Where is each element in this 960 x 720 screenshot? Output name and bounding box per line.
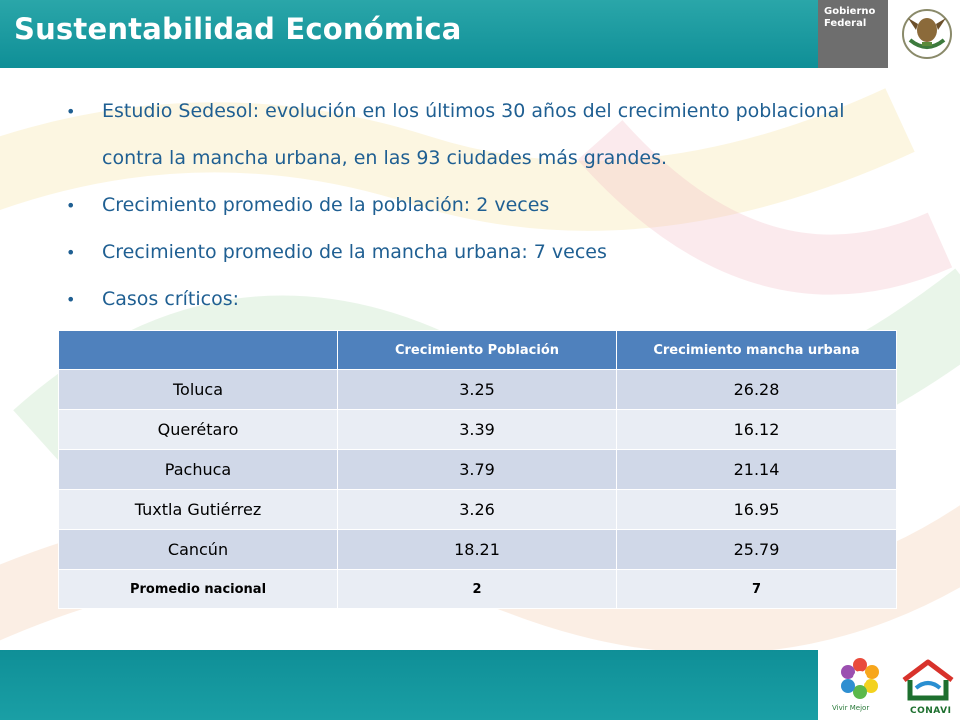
bullet-item: • Crecimiento promedio de la mancha urban… bbox=[58, 229, 908, 276]
population-cell: 3.25 bbox=[337, 369, 617, 410]
header-city bbox=[58, 330, 338, 370]
city-cell: Tuxtla Gutiérrez bbox=[58, 489, 338, 530]
urban-cell: 26.28 bbox=[616, 369, 897, 410]
bullet-list: • Estudio Sedesol: evolución en los últim… bbox=[58, 88, 908, 323]
gobierno-federal-text-box: Gobierno Federal bbox=[818, 0, 888, 68]
table-row: Querétaro 3.39 16.12 bbox=[58, 409, 897, 450]
title-bar: Sustentabilidad Económica Gobierno Feder… bbox=[0, 0, 960, 68]
gov-line-2: Federal bbox=[824, 18, 867, 29]
table-row: Cancún 18.21 25.79 bbox=[58, 529, 897, 570]
urban-cell: 16.95 bbox=[616, 489, 897, 530]
vivir-mejor-flower-icon bbox=[841, 658, 879, 699]
bullet-item: • Casos críticos: bbox=[58, 276, 908, 323]
urban-cell: 21.14 bbox=[616, 449, 897, 490]
population-cell: 3.26 bbox=[337, 489, 617, 530]
gov-line-1: Gobierno bbox=[824, 6, 876, 17]
bullet-text: Estudio Sedesol: evolución en los último… bbox=[102, 100, 845, 169]
bullet-dot-icon: • bbox=[66, 290, 76, 309]
critical-cases-table: Crecimiento Población Crecimiento mancha… bbox=[58, 330, 897, 609]
gobierno-federal-logo: Gobierno Federal bbox=[818, 0, 960, 68]
bullet-item: • Crecimiento promedio de la población: 2… bbox=[58, 182, 908, 229]
table-row: Tuxtla Gutiérrez 3.26 16.95 bbox=[58, 489, 897, 530]
table-row: Toluca 3.25 26.28 bbox=[58, 369, 897, 410]
header-population-growth: Crecimiento Población bbox=[337, 330, 617, 370]
city-cell: Querétaro bbox=[58, 409, 338, 450]
bullet-dot-icon: • bbox=[66, 243, 76, 262]
population-cell: 3.39 bbox=[337, 409, 617, 450]
city-cell: Cancún bbox=[58, 529, 338, 570]
urban-cell: 16.12 bbox=[616, 409, 897, 450]
conavi-house-icon bbox=[902, 659, 954, 701]
city-cell: Toluca bbox=[58, 369, 338, 410]
population-cell: 3.79 bbox=[337, 449, 617, 490]
bullet-text: Crecimiento promedio de la población: 2 … bbox=[102, 194, 550, 216]
header-urban-sprawl-growth: Crecimiento mancha urbana bbox=[616, 330, 897, 370]
population-cell: 18.21 bbox=[337, 529, 617, 570]
gobierno-federal-text: Gobierno Federal bbox=[824, 6, 875, 30]
footer-logos: Vivir Mejor CONAVI bbox=[818, 650, 960, 720]
bullet-text: Casos críticos: bbox=[102, 288, 240, 310]
page-title: Sustentabilidad Económica bbox=[14, 12, 462, 46]
bullet-item: • Estudio Sedesol: evolución en los últim… bbox=[58, 88, 908, 182]
bullet-dot-icon: • bbox=[66, 102, 76, 121]
eagle-emblem-icon bbox=[902, 9, 952, 59]
table-header-row: Crecimiento Población Crecimiento mancha… bbox=[58, 330, 897, 370]
city-cell: Pachuca bbox=[58, 449, 338, 490]
footer-bar bbox=[0, 650, 960, 720]
vivir-mejor-label: Vivir Mejor bbox=[832, 704, 870, 712]
total-population-cell: 2 bbox=[337, 569, 617, 609]
critical-cases-table-wrapper: Crecimiento Población Crecimiento mancha… bbox=[58, 330, 897, 609]
table-row: Pachuca 3.79 21.14 bbox=[58, 449, 897, 490]
bullet-dot-icon: • bbox=[66, 196, 76, 215]
urban-cell: 25.79 bbox=[616, 529, 897, 570]
conavi-label: CONAVI bbox=[910, 706, 952, 716]
total-label-cell: Promedio nacional bbox=[58, 569, 338, 609]
bullet-text: Crecimiento promedio de la mancha urbana… bbox=[102, 241, 607, 263]
total-urban-cell: 7 bbox=[616, 569, 897, 609]
table-total-row: Promedio nacional 2 7 bbox=[58, 569, 897, 609]
